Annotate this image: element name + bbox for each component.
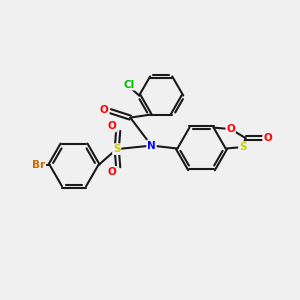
Text: Cl: Cl — [124, 80, 135, 90]
Text: S: S — [113, 144, 121, 154]
Text: O: O — [100, 105, 109, 115]
Text: S: S — [239, 142, 247, 152]
Text: O: O — [107, 122, 116, 131]
Text: Br: Br — [32, 160, 45, 170]
Text: O: O — [107, 167, 116, 177]
Text: O: O — [226, 124, 235, 134]
Text: O: O — [263, 133, 272, 143]
Text: N: N — [147, 141, 156, 151]
